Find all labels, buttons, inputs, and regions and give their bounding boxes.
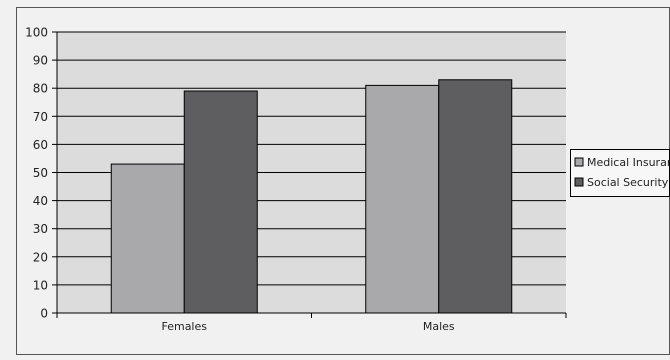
y-tick-label: 30 <box>33 222 48 236</box>
y-tick-label: 40 <box>33 194 48 208</box>
y-tick-label: 60 <box>33 138 48 152</box>
y-tick-label: 50 <box>33 166 48 180</box>
x-tick-label: Females <box>161 320 207 333</box>
x-tick-label: Males <box>423 320 455 333</box>
legend-label: Medical Insurance <box>587 156 670 169</box>
y-tick-label: 0 <box>40 307 48 321</box>
y-tick-label: 20 <box>33 250 48 264</box>
y-tick-label: 70 <box>33 110 48 124</box>
bar <box>365 84 440 314</box>
legend-swatch <box>574 177 584 187</box>
y-tick-label: 90 <box>33 54 48 68</box>
bar <box>183 90 258 314</box>
legend-box <box>570 149 670 197</box>
bar <box>110 163 185 314</box>
bar <box>438 79 513 314</box>
y-tick-label: 80 <box>33 82 48 96</box>
legend-swatch <box>574 157 584 167</box>
legend-label: Social Security <box>587 176 669 189</box>
y-tick-label: 10 <box>33 278 48 292</box>
y-tick-label: 100 <box>25 26 48 40</box>
